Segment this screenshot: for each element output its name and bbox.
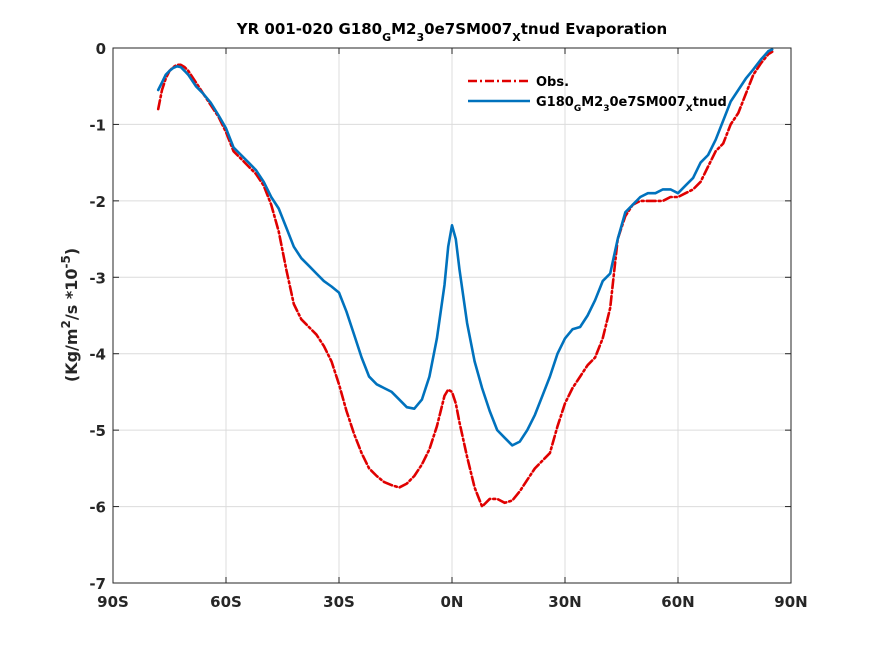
grid-layer (112, 47, 792, 584)
text-part: -5 (59, 255, 73, 268)
text-part: X (512, 31, 521, 44)
text-part: YR 001-020 G180 (236, 20, 382, 38)
legend-label-2: G180GM230e7SM007Xtnud (536, 95, 727, 114)
y-tick-label: -1 (89, 116, 106, 134)
x-tick-label: 30N (548, 593, 581, 611)
text-part: /s *10 (62, 269, 81, 321)
text-part: 3 (603, 104, 609, 114)
text-part: 0e7SM007 (609, 95, 685, 110)
text-part: tnud Evaporation (521, 20, 668, 38)
x-tick-label: 30S (323, 593, 355, 611)
y-tick-label: -4 (89, 346, 106, 364)
text-part: 2 (59, 320, 73, 328)
y-tick-label: -3 (89, 269, 106, 287)
tick-layer: 90S 60S 30S 0N 30N 60N 90N 0 -1 -2 -3 -4 -5 -6 -7 (89, 40, 807, 611)
text-part: M2 (581, 95, 603, 110)
text-part: Obs. (536, 75, 569, 90)
text-part: ) (62, 248, 81, 255)
y-tick-label: -6 (89, 499, 106, 517)
text-part: 0e7SM007 (424, 20, 512, 38)
text-part: G (382, 31, 391, 44)
x-tick-label: 90S (97, 593, 129, 611)
x-tick-label: 60S (210, 593, 242, 611)
legend: Obs. G180GM230e7SM007Xtnud (468, 75, 727, 114)
text-part: tnud (693, 95, 727, 110)
y-tick-label: -2 (89, 193, 106, 211)
series-line-2 (156, 48, 774, 447)
chart-title: YR 001-020 G180GM230e7SM007Xtnud Evapora… (236, 20, 667, 44)
y-axis-label: (Kg/m2/s *10-5) (59, 248, 81, 382)
text-part: G180 (536, 95, 574, 110)
y-tick-label: -5 (89, 422, 106, 440)
legend-label-1: Obs. (536, 75, 569, 90)
x-tick-label: 0N (441, 593, 464, 611)
y-tick-label: 0 (96, 40, 106, 58)
text-part: G (574, 104, 581, 114)
series-line-1 (156, 50, 774, 508)
series-layer (156, 48, 774, 508)
text-part: (Kg/m (62, 328, 81, 382)
text-part: X (686, 104, 693, 114)
y-tick-label: -7 (89, 575, 106, 593)
x-tick-label: 60N (661, 593, 694, 611)
x-tick-label: 90N (774, 593, 807, 611)
text-part: 3 (417, 31, 425, 44)
text-part: M2 (391, 20, 416, 38)
